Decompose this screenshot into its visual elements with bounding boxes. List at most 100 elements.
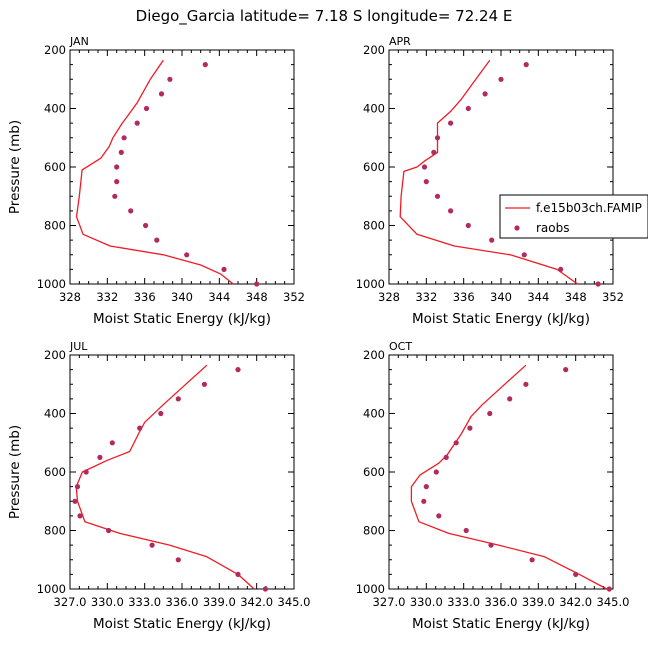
model-line [410,364,608,590]
plot-frame-jul [69,354,295,590]
x-tick-label: 327.0 [373,595,406,609]
obs-point [465,105,471,112]
y-tick-label: 800 [363,219,385,233]
x-tick-label: 344 [527,290,549,304]
legend-obs-label: raobs [536,221,570,235]
legend-obs-swatch [514,225,520,231]
obs-point [489,237,495,243]
x-tick-label: 340 [490,290,512,304]
obs-point [74,484,81,490]
obs-point [423,179,429,185]
x-tick-label: 340 [171,290,193,304]
obs-point [134,120,140,126]
obs-point [523,62,529,68]
obs-point [201,381,207,387]
x-axis-label: Moist Static Energy (kJ/kg) [412,616,590,632]
y-tick-label: 800 [44,219,66,233]
x-tick-label: 345.0 [278,595,311,609]
panel-title: APR [389,35,411,48]
obs-point [114,179,120,185]
x-tick-label: 332 [415,290,437,304]
obs-point [167,76,173,82]
x-tick-label: 336 [134,290,156,304]
obs-point [114,164,120,170]
figure-title: Diego_Garcia latitude= 7.18 S longitude=… [136,7,513,26]
legend-box [499,194,648,239]
x-tick-label: 339.0 [203,595,236,609]
y-tick-label: 1000 [356,277,385,291]
y-tick-label: 800 [363,524,385,538]
panel-title: JAN [69,35,89,48]
y-tick-label: 200 [44,348,66,362]
obs-point [77,513,83,519]
y-tick-label: 1000 [356,582,385,596]
obs-point [143,105,150,112]
x-tick-label: 342.0 [240,595,273,609]
obs-point [175,557,181,563]
x-tick-label: 348 [565,290,587,304]
x-tick-label: 344 [208,290,230,304]
x-tick-label: 339.0 [522,595,555,609]
obs-point [262,586,268,592]
obs-point [523,381,529,387]
obs-point [158,91,165,97]
obs-point [235,571,241,578]
obs-point [529,557,535,563]
panel-title: JUL [69,340,88,353]
x-tick-label: 328 [378,290,400,304]
obs-point [453,440,459,446]
y-tick-label: 400 [363,407,385,421]
obs-point [448,208,454,214]
y-tick-label: 400 [363,102,385,116]
obs-point [606,586,612,592]
model-line [75,59,234,285]
obs-point [158,410,164,417]
legend: f.e15b03ch.FAMIP raobs [499,194,648,239]
y-tick-label: 600 [363,465,385,479]
obs-point [112,193,118,199]
plot-frame-oct [388,354,614,590]
obs-point [235,367,241,373]
x-tick-label: 330.0 [91,595,124,609]
y-axis-label: Pressure (mb) [7,120,23,214]
obs-point [448,120,454,126]
obs-point [573,571,579,578]
obs-point [143,222,149,229]
y-tick-label: 600 [363,160,385,174]
x-tick-label: 342.0 [559,595,592,609]
y-tick-label: 400 [44,407,66,421]
x-tick-label: 328 [59,290,81,304]
model-line [75,364,255,590]
x-tick-label: 345.0 [597,595,630,609]
x-tick-label: 336.0 [166,595,199,609]
model-line [399,59,578,285]
obs-point [137,425,143,431]
x-tick-label: 336 [453,290,475,304]
obs-point [83,469,89,475]
obs-point [154,237,160,243]
obs-point [221,266,227,272]
y-tick-label: 800 [44,524,66,538]
x-tick-label: 333.0 [447,595,480,609]
obs-point [421,164,428,170]
x-tick-label: 352 [283,290,305,304]
y-tick-label: 400 [44,102,66,116]
obs-point [202,62,208,68]
x-axis-label: Moist Static Energy (kJ/kg) [412,311,590,327]
panel-jul: 327.0 330.0 333.0 336.0 339.0 342.0 345.0 200 40… [7,340,310,632]
obs-point [97,454,103,460]
obs-point [254,281,260,287]
panel-apr: 328 332 336 340 344 348 352 200 400 600 800 1000 APR… [356,35,624,327]
obs-point [443,454,449,460]
obs-point [423,484,429,490]
obs-point [433,469,439,475]
y-tick-label: 1000 [37,277,66,291]
y-tick-label: 1000 [37,582,66,596]
obs-point [121,135,127,141]
obs-point [434,135,441,141]
obs-point [106,527,112,534]
obs-point [465,222,471,229]
obs-point [488,542,494,548]
obs-point [128,208,134,214]
plot-frame-jan [69,49,295,285]
